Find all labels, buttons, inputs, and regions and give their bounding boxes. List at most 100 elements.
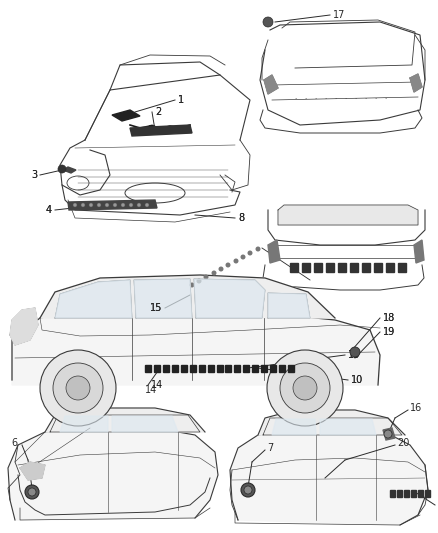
Text: .: . [324, 94, 326, 100]
Text: 13: 13 [348, 350, 360, 360]
Circle shape [97, 203, 101, 207]
Text: .: . [344, 94, 346, 100]
Text: 2: 2 [155, 107, 161, 117]
Circle shape [350, 347, 360, 357]
Text: 8: 8 [238, 213, 244, 223]
Polygon shape [268, 293, 310, 318]
Polygon shape [243, 365, 249, 372]
Polygon shape [374, 263, 382, 272]
Circle shape [244, 486, 252, 494]
Text: 2: 2 [155, 107, 161, 117]
Circle shape [255, 246, 261, 252]
Circle shape [197, 279, 201, 284]
Polygon shape [217, 365, 223, 372]
Circle shape [121, 203, 125, 207]
Circle shape [25, 485, 39, 499]
Text: 15: 15 [150, 303, 162, 313]
Text: 3: 3 [31, 170, 37, 180]
Circle shape [204, 274, 208, 279]
Circle shape [113, 203, 117, 207]
Polygon shape [8, 428, 218, 520]
Polygon shape [390, 490, 395, 497]
Polygon shape [112, 416, 178, 432]
Text: 7: 7 [267, 443, 273, 453]
Text: 14: 14 [145, 385, 157, 395]
Circle shape [219, 266, 223, 271]
Circle shape [73, 203, 77, 207]
Polygon shape [338, 263, 346, 272]
Polygon shape [163, 365, 169, 372]
Text: 6: 6 [12, 438, 18, 448]
Text: 3: 3 [31, 170, 37, 180]
Polygon shape [264, 75, 278, 94]
Text: 14: 14 [151, 380, 163, 390]
Polygon shape [398, 263, 406, 272]
Circle shape [89, 203, 93, 207]
Circle shape [293, 376, 317, 400]
Polygon shape [63, 167, 76, 173]
Polygon shape [112, 110, 140, 121]
Circle shape [384, 430, 392, 438]
Polygon shape [20, 462, 45, 480]
Circle shape [226, 262, 230, 268]
Polygon shape [181, 365, 187, 372]
Polygon shape [199, 365, 205, 372]
Polygon shape [404, 490, 409, 497]
Text: 10: 10 [351, 375, 363, 385]
Circle shape [212, 271, 216, 276]
Text: .: . [314, 94, 316, 100]
Circle shape [105, 203, 109, 207]
Polygon shape [230, 428, 428, 525]
Polygon shape [411, 490, 416, 497]
Circle shape [247, 251, 252, 255]
Text: 13: 13 [348, 350, 360, 360]
Text: 5: 5 [437, 500, 438, 510]
Ellipse shape [148, 125, 156, 131]
Polygon shape [270, 365, 276, 372]
Polygon shape [252, 365, 258, 372]
Polygon shape [279, 365, 285, 372]
Polygon shape [418, 490, 423, 497]
Polygon shape [40, 275, 335, 318]
Polygon shape [350, 263, 358, 272]
Polygon shape [130, 125, 192, 136]
Polygon shape [55, 280, 132, 318]
Circle shape [40, 350, 116, 426]
Polygon shape [12, 305, 380, 385]
Text: 16: 16 [410, 403, 422, 413]
Circle shape [240, 254, 246, 260]
Polygon shape [60, 416, 108, 432]
Polygon shape [134, 279, 192, 318]
Text: 18: 18 [383, 313, 395, 323]
Circle shape [241, 483, 255, 497]
Circle shape [233, 259, 239, 263]
Circle shape [267, 350, 343, 426]
Polygon shape [278, 205, 418, 225]
Text: 15: 15 [150, 303, 162, 313]
Polygon shape [383, 428, 395, 440]
Polygon shape [145, 365, 151, 372]
Text: 18: 18 [383, 313, 395, 323]
Circle shape [280, 363, 330, 413]
Polygon shape [194, 279, 265, 318]
Text: 1: 1 [178, 95, 184, 105]
Polygon shape [290, 263, 298, 272]
Polygon shape [288, 365, 294, 372]
Polygon shape [302, 263, 310, 272]
Circle shape [263, 17, 273, 27]
Polygon shape [425, 490, 430, 497]
Circle shape [190, 282, 194, 287]
Text: .: . [364, 94, 366, 100]
Circle shape [145, 203, 149, 207]
Polygon shape [362, 263, 370, 272]
Text: 20: 20 [397, 438, 410, 448]
Polygon shape [258, 410, 405, 435]
Text: 4: 4 [46, 205, 52, 215]
Polygon shape [172, 365, 178, 372]
Polygon shape [10, 308, 38, 345]
Polygon shape [261, 365, 267, 372]
Text: 19: 19 [383, 327, 395, 337]
Text: 1: 1 [178, 95, 184, 105]
Polygon shape [68, 200, 157, 210]
Polygon shape [225, 365, 231, 372]
